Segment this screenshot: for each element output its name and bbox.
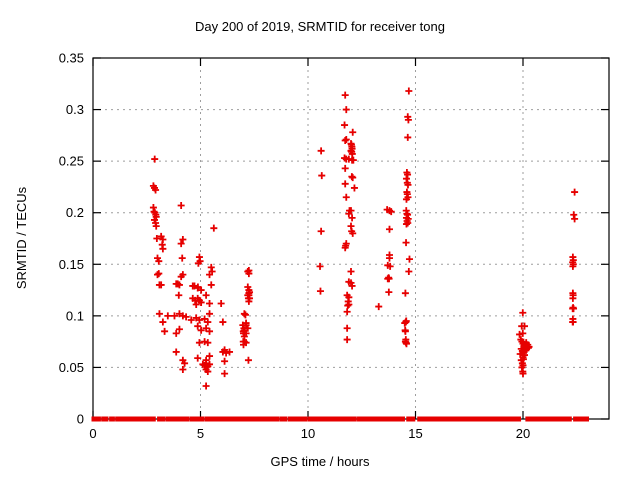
y-tick-label: 0.3 <box>66 102 84 117</box>
data-points <box>149 87 579 390</box>
y-tick-label: 0.15 <box>59 257 84 272</box>
y-tick-label: 0 <box>77 412 84 427</box>
y-tick-label: 0.25 <box>59 154 84 169</box>
x-tick-label: 5 <box>197 426 204 441</box>
x-axis-label: GPS time / hours <box>271 454 370 469</box>
plot-border <box>92 57 610 420</box>
x-tick-label: 10 <box>301 426 315 441</box>
y-tick-label: 0.2 <box>66 205 84 220</box>
y-tick-label: 0.35 <box>59 51 84 66</box>
x-tick-label: 20 <box>516 426 530 441</box>
axis-ticks <box>92 57 609 420</box>
baseline-markers <box>91 416 589 422</box>
gridlines <box>93 58 609 419</box>
y-tick-label: 0.05 <box>59 360 84 375</box>
chart-title: Day 200 of 2019, SRMTID for receiver ton… <box>195 19 445 34</box>
tick-labels: 0 5 10 15 20 0 0.05 0.1 0.15 0.2 0.25 0.3 0.35 <box>59 51 531 442</box>
x-tick-label: 0 <box>89 426 96 441</box>
x-tick-label: 15 <box>408 426 422 441</box>
y-tick-label: 0.1 <box>66 308 84 323</box>
y-axis-label: SRMTID / TECUs <box>14 186 29 289</box>
